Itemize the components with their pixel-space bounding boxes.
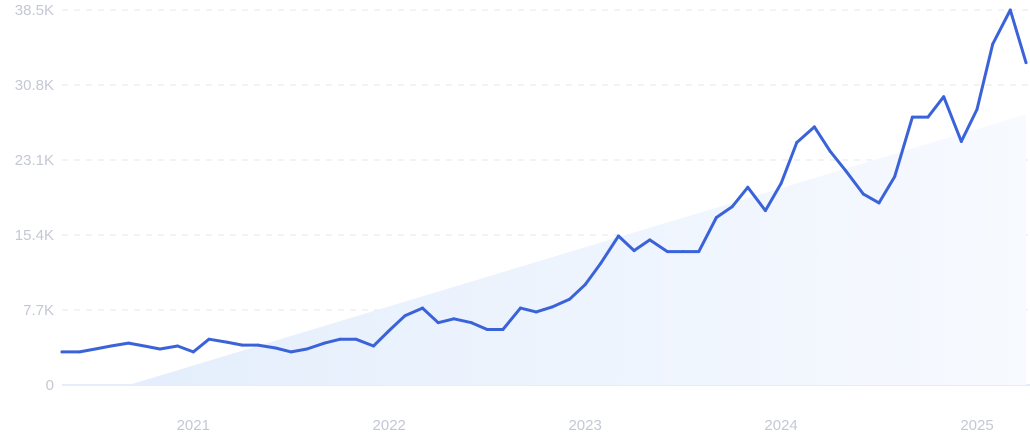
data-point: [665, 250, 669, 254]
y-axis-ticks: 0 7.7K 15.4K 23.1K 30.8K 38.5K: [15, 2, 54, 394]
x-tick-label: 2022: [373, 417, 406, 434]
data-point: [779, 181, 783, 185]
data-point: [959, 139, 963, 143]
trend-area-shape: [128, 114, 1026, 386]
data-point: [730, 205, 734, 209]
data-point: [323, 341, 327, 345]
data-point: [812, 125, 816, 129]
data-point: [714, 215, 718, 219]
data-point: [256, 343, 260, 347]
data-point: [910, 115, 914, 119]
series-layer: [60, 8, 1028, 354]
data-point: [93, 347, 97, 351]
data-point: [191, 350, 195, 354]
data-point: [632, 249, 636, 253]
x-axis-ticks: 2021 2022 2023 2024 2025: [177, 417, 994, 434]
data-point: [681, 250, 685, 254]
data-point: [240, 343, 244, 347]
y-tick-label: 7.7K: [23, 302, 54, 319]
y-tick-label: 23.1K: [15, 152, 54, 169]
data-point: [861, 192, 865, 196]
data-point: [452, 317, 456, 321]
data-point: [158, 347, 162, 351]
y-tick-label: 0: [46, 377, 54, 394]
x-tick-label: 2025: [960, 417, 993, 434]
data-point: [697, 250, 701, 254]
data-point: [274, 346, 278, 350]
y-tick-label: 15.4K: [15, 227, 54, 244]
trend-area: [128, 114, 1026, 386]
data-point: [518, 306, 522, 310]
data-point: [893, 175, 897, 179]
data-point: [485, 327, 489, 331]
data-point: [403, 314, 407, 318]
data-point: [109, 344, 113, 348]
data-point: [550, 305, 554, 309]
y-tick-label: 38.5K: [15, 2, 54, 19]
data-point: [142, 344, 146, 348]
data-point: [991, 42, 995, 46]
data-point: [127, 341, 131, 345]
data-point: [567, 297, 571, 301]
data-point: [387, 328, 391, 332]
data-point: [501, 327, 505, 331]
y-tick-label: 30.8K: [15, 77, 54, 94]
data-point: [534, 310, 538, 314]
data-point: [354, 337, 358, 341]
series-line: [60, 8, 1028, 354]
data-point: [746, 185, 750, 189]
data-point: [795, 140, 799, 144]
x-tick-label: 2023: [568, 417, 601, 434]
data-point: [844, 169, 848, 173]
data-point: [828, 149, 832, 153]
data-point: [648, 238, 652, 242]
data-point: [763, 209, 767, 213]
data-point: [289, 350, 293, 354]
data-point: [470, 321, 474, 325]
data-point: [372, 344, 376, 348]
data-point: [60, 350, 64, 354]
data-point: [78, 350, 82, 354]
data-point: [176, 344, 180, 348]
data-point: [942, 95, 946, 99]
data-point: [1024, 61, 1028, 65]
data-point: [926, 115, 930, 119]
data-point: [421, 306, 425, 310]
data-point: [599, 261, 603, 265]
data-point: [975, 107, 979, 111]
data-point: [305, 347, 309, 351]
data-point: [338, 337, 342, 341]
x-tick-label: 2024: [764, 417, 797, 434]
x-tick-label: 2021: [177, 417, 210, 434]
data-point: [877, 201, 881, 205]
data-point: [1008, 8, 1012, 12]
data-point: [436, 321, 440, 325]
data-point: [583, 283, 587, 287]
data-point: [207, 337, 211, 341]
data-point: [225, 340, 229, 344]
data-point: [616, 234, 620, 238]
